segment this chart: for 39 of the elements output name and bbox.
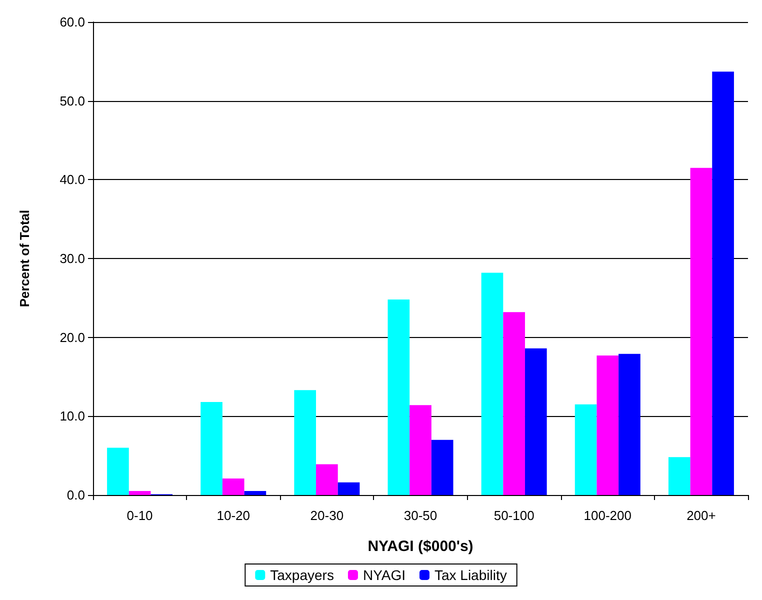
bar bbox=[294, 390, 316, 495]
x-tick-label: 50-100 bbox=[494, 508, 534, 523]
bar bbox=[431, 440, 454, 495]
bar bbox=[128, 491, 151, 495]
y-axis-title: Percent of Total bbox=[17, 210, 32, 308]
y-tick-label: 10.0 bbox=[60, 408, 85, 424]
bar bbox=[596, 355, 619, 495]
bar bbox=[244, 491, 266, 495]
bar bbox=[316, 464, 338, 495]
x-tick-label: 200+ bbox=[686, 508, 716, 523]
y-tick-label: 20.0 bbox=[60, 330, 85, 345]
bar bbox=[574, 404, 597, 495]
bar bbox=[712, 72, 734, 495]
legend-label: NYAGI bbox=[362, 567, 406, 583]
bar bbox=[338, 482, 360, 495]
bar bbox=[503, 312, 525, 495]
bar bbox=[481, 272, 504, 495]
y-tick-label: 50.0 bbox=[60, 93, 85, 108]
bar bbox=[222, 478, 244, 495]
x-tick-label: 10-20 bbox=[216, 508, 250, 523]
y-tick-label: 40.0 bbox=[60, 172, 85, 188]
y-tick-label: 30.0 bbox=[60, 251, 85, 266]
bar bbox=[200, 402, 222, 495]
legend-label: Tax Liability bbox=[434, 567, 507, 583]
x-tick-label: 30-50 bbox=[404, 508, 438, 523]
bar bbox=[668, 457, 690, 495]
bar bbox=[524, 348, 547, 495]
y-tick-label: 60.0 bbox=[60, 14, 85, 30]
x-tick-label: 100-200 bbox=[584, 508, 632, 523]
x-tick-label: 0-10 bbox=[126, 508, 153, 523]
legend-label: Taxpayers bbox=[270, 567, 334, 583]
y-tick-label: 0.0 bbox=[66, 488, 85, 502]
x-axis-title: NYAGI ($000's) bbox=[368, 538, 474, 555]
bar bbox=[388, 299, 410, 495]
bar bbox=[410, 405, 432, 495]
bar bbox=[618, 354, 640, 495]
bar bbox=[690, 168, 712, 495]
bar bbox=[107, 448, 129, 495]
x-tick-label: 20-30 bbox=[310, 508, 344, 523]
